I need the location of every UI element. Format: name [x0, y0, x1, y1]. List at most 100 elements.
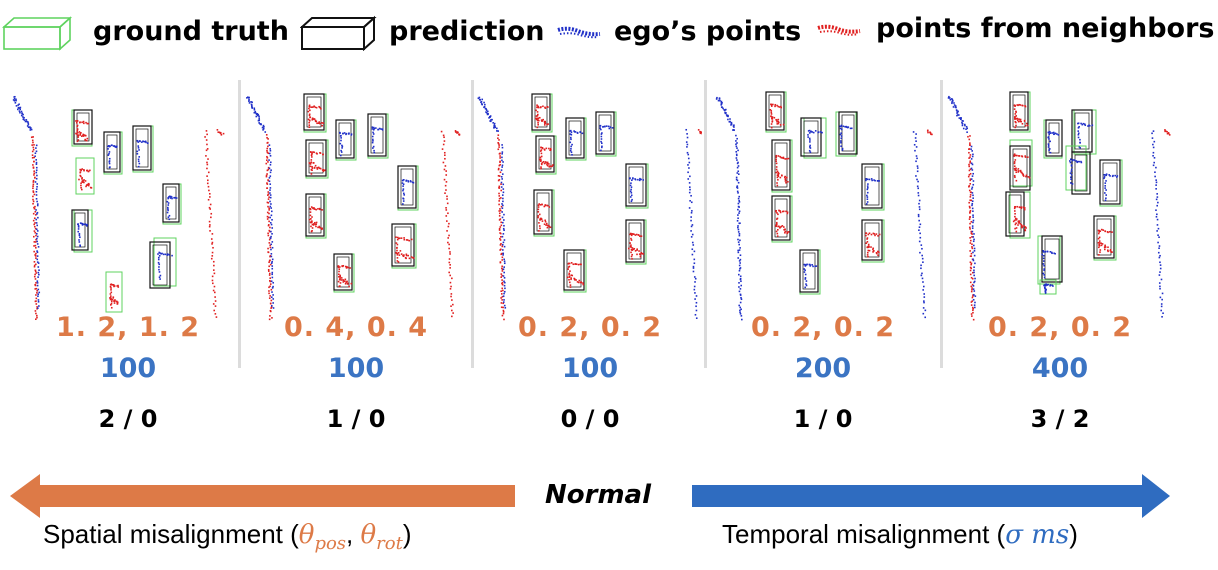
car-points — [784, 230, 787, 233]
road-boundary-points — [970, 191, 972, 194]
car-points — [1022, 175, 1025, 177]
ego-road-edge-points — [503, 219, 505, 221]
car-points — [76, 132, 79, 134]
car-points — [777, 178, 779, 181]
car-points — [402, 179, 404, 182]
car-points — [770, 103, 772, 106]
car-points — [770, 123, 773, 125]
ego-road-edge-points — [254, 112, 257, 114]
road-boundary-points — [269, 263, 272, 266]
ego-road-edge-points — [732, 129, 735, 131]
right-curb-points — [1155, 209, 1157, 211]
ego-road-edge-points — [963, 123, 966, 126]
car-points — [536, 114, 539, 117]
ego-road-edge-points — [962, 127, 965, 130]
car-points — [401, 182, 404, 184]
right-curb-points — [448, 243, 450, 246]
car-points — [83, 168, 85, 171]
car-points — [631, 258, 633, 260]
road-boundary-points — [267, 247, 269, 250]
ego-road-edge-points — [38, 291, 41, 294]
car-points — [381, 128, 384, 130]
road-boundary-points — [972, 307, 974, 310]
prediction-box — [303, 93, 325, 131]
car-points — [170, 195, 172, 198]
car-points — [1053, 252, 1055, 255]
ego-road-edge-points — [18, 110, 21, 112]
ego-road-edge-points — [971, 150, 973, 152]
right-curb-points — [213, 309, 216, 312]
car-points — [867, 243, 870, 246]
prediction-box — [1041, 235, 1063, 283]
road-boundary-points — [498, 195, 501, 197]
ego-road-edge-points — [973, 280, 976, 283]
car-points — [537, 206, 540, 208]
ground-truth-box — [803, 117, 827, 159]
ego-road-edge-points — [501, 156, 503, 159]
car-points — [76, 130, 79, 132]
car-points — [1099, 230, 1102, 233]
right-curb-points — [213, 264, 215, 267]
car-points — [805, 280, 808, 282]
car-points — [317, 226, 319, 229]
car-points — [80, 188, 83, 191]
car-points — [338, 285, 341, 288]
car-points — [1104, 230, 1106, 232]
road-boundary-points — [265, 162, 268, 165]
car-points — [317, 122, 320, 124]
car-points — [77, 226, 80, 228]
road-boundary-points — [969, 266, 972, 269]
road-boundary-points — [33, 144, 35, 146]
car-points — [1077, 136, 1080, 139]
road-boundary-points — [269, 295, 271, 297]
right-curb-points — [920, 244, 923, 246]
prediction-box — [533, 189, 553, 235]
right-curb-points — [687, 171, 689, 174]
car-points — [315, 221, 318, 224]
car-points — [865, 232, 867, 234]
car-points — [540, 155, 543, 158]
car-points — [569, 133, 572, 135]
car-points — [1019, 222, 1022, 225]
car-points — [779, 210, 782, 212]
road-boundary-points — [969, 228, 971, 230]
ego-road-edge-points — [501, 166, 503, 168]
road-boundary-points — [36, 292, 38, 294]
car-points — [1014, 206, 1016, 208]
car-points — [576, 281, 579, 283]
car-points — [76, 128, 79, 131]
road-boundary-points — [501, 265, 503, 268]
car-points — [396, 257, 399, 259]
car-points — [78, 241, 81, 243]
car-points — [146, 142, 149, 144]
car-points — [1015, 121, 1017, 124]
road-boundary-points — [33, 275, 36, 278]
car-points — [573, 130, 576, 133]
right-curb-points — [686, 136, 689, 139]
road-boundary-points — [970, 252, 973, 255]
car-points — [569, 141, 572, 144]
prediction-box-inner — [864, 222, 880, 258]
car-points — [632, 233, 634, 235]
road-boundary-points — [269, 280, 272, 283]
car-points — [337, 266, 340, 269]
ego-road-edge-points — [503, 229, 505, 232]
road-boundary-points — [969, 160, 972, 163]
right-curb-points — [918, 240, 921, 243]
ego-road-edge-points — [971, 192, 974, 194]
road-boundary-points — [970, 199, 973, 202]
right-curb-points — [691, 248, 694, 251]
car-points — [344, 278, 347, 281]
car-points — [540, 166, 542, 168]
car-points — [108, 145, 111, 148]
ego-road-edge-points — [272, 302, 274, 304]
right-curb-points — [915, 146, 918, 148]
road-boundary-points — [32, 202, 34, 205]
road-boundary-points — [268, 220, 270, 223]
car-points — [1022, 173, 1025, 176]
car-points — [85, 121, 87, 124]
prediction-box-inner — [774, 198, 788, 238]
road-boundary-points — [31, 156, 34, 159]
right-curb-points — [457, 131, 459, 134]
car-points — [322, 170, 325, 173]
